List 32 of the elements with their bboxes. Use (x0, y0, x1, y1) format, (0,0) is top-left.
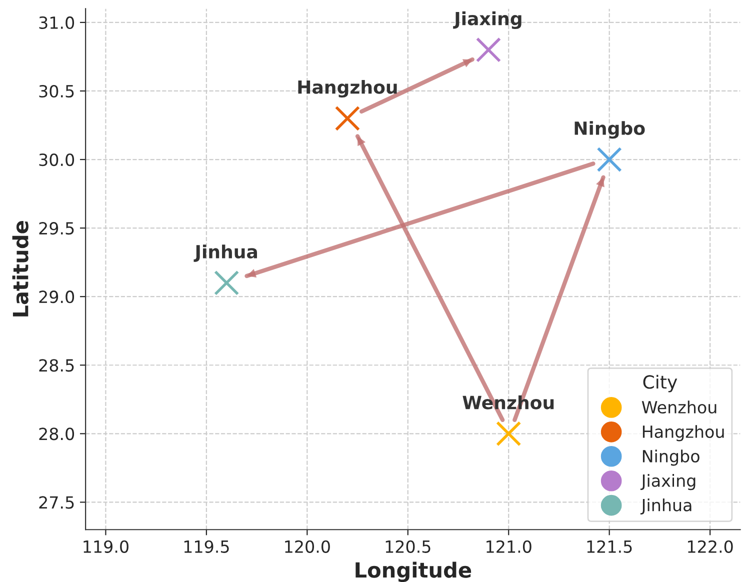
point (496, 421, 522, 446)
text: Jiaxing (453, 11, 522, 30)
legend-label: Jiaxing (640, 474, 696, 490)
legend-label: Ningbo (642, 450, 700, 466)
y-axis-title: Latitude (12, 221, 28, 316)
point (214, 270, 240, 296)
x-tick-label: 122.0 (688, 540, 733, 553)
text: Ningbo (574, 121, 645, 139)
x-tick-label: 119.0 (84, 540, 128, 553)
x-axis-title: Longitude (356, 562, 472, 582)
x-tick-label: 120.5 (386, 540, 430, 553)
x-tick-label: 120.0 (285, 540, 330, 553)
text: Hangzhou (298, 80, 397, 98)
x-tick-label: 119.5 (184, 540, 229, 553)
legend-label: Wenzhou (642, 400, 716, 414)
y-tick-label: 30.5 (39, 84, 74, 98)
legend-title: City (643, 374, 678, 392)
point (334, 106, 360, 131)
point (476, 37, 502, 62)
point (596, 146, 622, 172)
y-tick-label: 30.0 (39, 153, 74, 166)
y-tick-label: 28.0 (39, 428, 74, 440)
legend-label: Jinhua (640, 498, 692, 514)
legend-label: Hangzhou (642, 425, 724, 442)
y-tick-label: 29.5 (39, 222, 74, 235)
y-tick-label: 28.5 (39, 359, 74, 372)
x-tick-label: 121.5 (587, 540, 632, 553)
text: Jinhua (194, 244, 257, 262)
y-tick-label: 31.0 (39, 16, 74, 30)
y-tick-label: 29.0 (39, 290, 74, 304)
y-tick-label: 27.5 (39, 496, 74, 509)
x-tick-label: 121.0 (486, 540, 532, 553)
